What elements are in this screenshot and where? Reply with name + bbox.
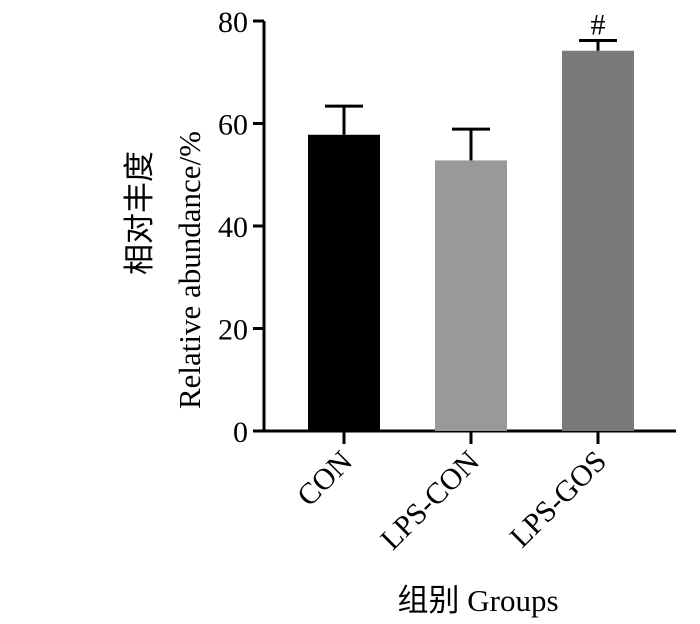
y-tick-label: 40 xyxy=(218,211,248,244)
x-tick-label: CON xyxy=(291,445,359,513)
bars xyxy=(308,38,634,431)
y-tick-label: 60 xyxy=(218,109,248,142)
x-tick-label: LPS-GOS xyxy=(504,445,613,554)
y-tick-label: 80 xyxy=(218,6,248,39)
x-axis-title: 组别 Groups xyxy=(397,583,558,618)
significance-marker: # xyxy=(591,8,606,41)
y-tick-label: 20 xyxy=(218,314,248,347)
y-axis-title-cn: 相对丰度 xyxy=(122,151,157,275)
labels: 0 20 40 60 80 CON LPS-CON LPS-GOS # xyxy=(218,6,613,556)
y-tick-label: 0 xyxy=(233,416,248,449)
bar xyxy=(562,50,634,431)
y-axis-title: Relative abundance/% xyxy=(172,131,207,409)
bar xyxy=(435,160,507,431)
x-tick-label: LPS-CON xyxy=(374,445,486,557)
bar xyxy=(308,134,380,431)
